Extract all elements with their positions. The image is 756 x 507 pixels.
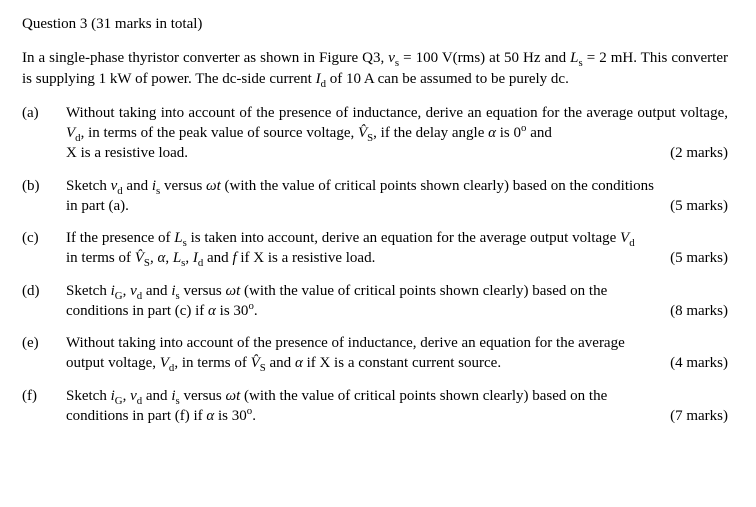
part-label: (d) (22, 281, 66, 322)
part-marks: (8 marks) (670, 301, 728, 321)
part-text: Sketch vd and is versus ωt (with the val… (66, 176, 728, 217)
part-label: (a) (22, 103, 66, 164)
part-text: Sketch iG, vd and is versus ωt (with the… (66, 386, 728, 427)
parts-list: (a) Without taking into account of the p… (22, 103, 728, 426)
part-text: If the presence of Ls is taken into acco… (66, 228, 728, 269)
part-marks: (5 marks) (670, 248, 728, 268)
part-text: Without taking into account of the prese… (66, 103, 728, 164)
question-intro: In a single-phase thyristor converter as… (22, 48, 728, 89)
part-a: (a) Without taking into account of the p… (22, 103, 728, 164)
part-f: (f) Sketch iG, vd and is versus ωt (with… (22, 386, 728, 427)
part-d: (d) Sketch iG, vd and is versus ωt (with… (22, 281, 728, 322)
question-title: Question 3 (31 marks in total) (22, 14, 728, 34)
part-marks: (5 marks) (670, 196, 728, 216)
part-text: Sketch iG, vd and is versus ωt (with the… (66, 281, 728, 322)
part-marks: (7 marks) (670, 406, 728, 426)
part-b: (b) Sketch vd and is versus ωt (with the… (22, 176, 728, 217)
part-marks: (2 marks) (670, 143, 728, 163)
part-label: (e) (22, 333, 66, 374)
part-label: (c) (22, 228, 66, 269)
part-text: Without taking into account of the prese… (66, 333, 728, 374)
part-marks: (4 marks) (670, 353, 728, 373)
question-page: Question 3 (31 marks in total) In a sing… (0, 0, 756, 452)
part-label: (b) (22, 176, 66, 217)
part-e: (e) Without taking into account of the p… (22, 333, 728, 374)
part-c: (c) If the presence of Ls is taken into … (22, 228, 728, 269)
part-label: (f) (22, 386, 66, 427)
